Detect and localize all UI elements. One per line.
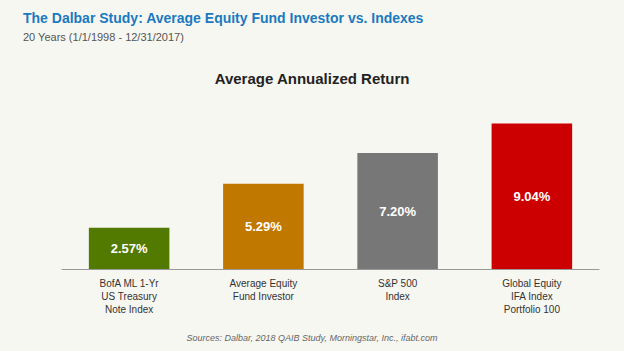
- svg-text:Average Annualized Return: Average Annualized Return: [215, 70, 410, 87]
- svg-text:Fund Investor: Fund Investor: [233, 291, 295, 302]
- svg-text:Index: Index: [385, 291, 409, 302]
- svg-text:S&P 500: S&P 500: [378, 278, 418, 289]
- svg-text:BofA ML 1-Yr: BofA ML 1-Yr: [100, 278, 160, 289]
- svg-text:The Dalbar Study: Average Equi: The Dalbar Study: Average Equity Fund In…: [23, 10, 424, 26]
- svg-text:2.57%: 2.57%: [111, 241, 148, 256]
- svg-text:5.29%: 5.29%: [245, 219, 282, 234]
- svg-text:IFA Index: IFA Index: [511, 291, 553, 302]
- svg-text:Portfolio 100: Portfolio 100: [504, 304, 561, 315]
- svg-text:20 Years (1/1/1998 - 12/31/201: 20 Years (1/1/1998 - 12/31/2017): [23, 31, 184, 43]
- svg-text:Average Equity: Average Equity: [230, 278, 298, 289]
- svg-text:7.20%: 7.20%: [379, 204, 416, 219]
- svg-text:9.04%: 9.04%: [513, 189, 550, 204]
- svg-text:US Treasury: US Treasury: [101, 291, 157, 302]
- svg-text:Note Index: Note Index: [105, 304, 153, 315]
- svg-text:Sources: Dalbar, 2018 QAIB Stu: Sources: Dalbar, 2018 QAIB Study, Mornin…: [187, 333, 438, 343]
- svg-text:Global Equity: Global Equity: [502, 278, 561, 289]
